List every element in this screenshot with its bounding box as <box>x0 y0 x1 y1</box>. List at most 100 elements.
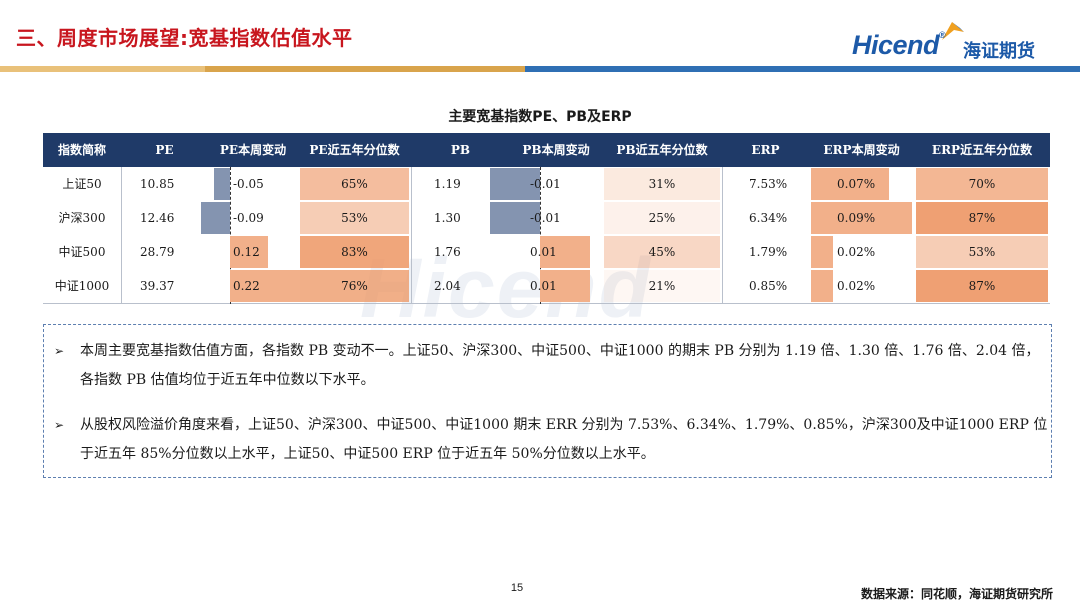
column-header-pe-pct: PE近五年分位数 <box>309 143 400 157</box>
cell-erp-pct: 53% <box>968 245 996 259</box>
column-header-pb-chg: PB本周变动 <box>522 143 590 157</box>
erp-chg-bar <box>811 202 912 234</box>
pe-pct-heat-cell <box>300 236 409 268</box>
cell-pe: 28.79 <box>140 245 175 259</box>
header-band-gold <box>205 66 525 72</box>
arrow-bullet-icon: ➢ <box>54 344 65 358</box>
hicend-logo: Hicend® 海证期货 <box>852 20 1062 66</box>
cell-pe-chg: 0.22 <box>233 279 260 293</box>
cell-name: 中证1000 <box>54 279 110 293</box>
cell-pb: 1.76 <box>434 245 461 259</box>
cell-name: 沪深300 <box>58 211 106 225</box>
table-bottom-border <box>43 303 1050 304</box>
table-row: 上证50 10.85 -0.05 65% 1.19 -0.01 31% 7.53% 0.07% 7… <box>43 167 1050 201</box>
pb-chg-bar <box>540 270 590 302</box>
arrow-bullet-icon: ➢ <box>54 418 65 432</box>
cell-pb: 1.19 <box>434 177 461 191</box>
header-band-blue <box>525 66 1080 72</box>
cell-pb-chg: 0.01 <box>530 245 557 259</box>
column-header-pe: PE <box>155 143 174 157</box>
cell-name: 中证500 <box>58 245 106 259</box>
logo-text: Hicend® <box>852 30 946 60</box>
erp-pct-heat-cell <box>916 202 1048 234</box>
cell-erp: 7.53% <box>749 177 788 191</box>
cell-name: 上证50 <box>62 177 102 191</box>
table-row: 沪深300 12.46 -0.09 53% 1.30 -0.01 25% 6.34% 0.09%… <box>43 201 1050 235</box>
column-header-erp-chg: ERP本周变动 <box>823 143 900 157</box>
column-header-pb-pct: PB近五年分位数 <box>616 143 708 157</box>
cell-erp-chg: 0.02% <box>837 279 876 293</box>
pe-chg-bar <box>230 236 269 268</box>
erp-chg-bar <box>811 168 890 200</box>
header-band-light-gold <box>0 66 205 72</box>
cell-pb-pct: 25% <box>648 211 676 225</box>
column-separator <box>121 167 122 304</box>
pb-pct-heat-cell <box>604 270 720 302</box>
cell-pb-chg: 0.01 <box>530 279 557 293</box>
cell-erp: 1.79% <box>749 245 788 259</box>
cell-pe: 10.85 <box>140 177 175 191</box>
table-header: 指数简称 PE PE本周变动 PE近五年分位数 PB PB本周变动 PB近五年分位数 ERP E… <box>43 133 1050 167</box>
cell-pb-pct: 21% <box>648 279 676 293</box>
cell-erp-pct: 87% <box>968 211 996 225</box>
cell-pe-pct: 53% <box>341 211 368 225</box>
note-text: 本周主要宽基指数估值方面，各指数 PB 变动不一。上证50、沪深300、中证50… <box>80 343 1040 388</box>
cell-pe-pct: 76% <box>341 279 368 293</box>
cell-pe-pct: 83% <box>341 245 368 259</box>
erp-pct-heat-cell <box>916 236 1048 268</box>
pe-pct-heat-cell <box>300 202 409 234</box>
table-title: 主要宽基指数PE、PB及ERP <box>448 109 632 125</box>
cell-pb-pct: 45% <box>648 245 676 259</box>
cell-erp-chg: 0.02% <box>837 245 876 259</box>
page-number: 15 <box>510 582 524 594</box>
notes-box: ➢ 本周主要宽基指数估值方面，各指数 PB 变动不一。上证50、沪深300、中证… <box>43 324 1052 478</box>
cell-pe: 39.37 <box>140 279 175 293</box>
erp-pct-heat-cell <box>916 270 1048 302</box>
pe-chg-bar <box>230 270 301 302</box>
logo-chinese-name: 海证期货 <box>963 41 1035 62</box>
column-separator <box>411 167 412 304</box>
cell-pe: 12.46 <box>140 211 175 225</box>
cell-erp-pct: 70% <box>968 177 996 191</box>
pe-chg-bar <box>201 202 230 234</box>
slide-title: 三、周度市场展望:宽基指数估值水平 <box>16 26 353 50</box>
cell-pb: 1.30 <box>434 211 461 225</box>
column-header-pb: PB <box>450 143 471 157</box>
pb-pct-heat-cell <box>604 202 720 234</box>
pe-chg-zero-line <box>230 167 231 304</box>
pb-chg-bar <box>490 202 540 234</box>
column-separator <box>722 167 723 304</box>
cell-erp-chg: 0.09% <box>837 211 876 225</box>
pe-pct-heat-cell <box>300 168 409 200</box>
cell-pe-chg: -0.05 <box>233 177 264 191</box>
column-header-erp: ERP <box>751 143 780 157</box>
pb-pct-heat-cell <box>604 168 720 200</box>
pb-chg-bar <box>490 168 540 200</box>
erp-chg-bar <box>811 236 834 268</box>
logo-swoosh-icon <box>942 22 964 40</box>
column-header-pe-chg: PE本周变动 <box>219 143 287 157</box>
cell-erp: 0.85% <box>749 279 788 293</box>
cell-pb-chg: -0.01 <box>530 177 561 191</box>
pe-pct-heat-cell <box>300 270 409 302</box>
pb-chg-zero-line <box>540 167 541 304</box>
pb-pct-heat-cell <box>604 236 720 268</box>
table-row: 中证1000 39.37 0.22 76% 2.04 0.01 21% 0.85% 0.02% 8… <box>43 269 1050 303</box>
column-header-name: 指数简称 <box>57 143 106 157</box>
valuation-table: 指数简称 PE PE本周变动 PE近五年分位数 PB PB本周变动 PB近五年分位数 ERP E… <box>43 133 1050 304</box>
cell-pb: 2.04 <box>434 279 461 293</box>
cell-erp: 6.34% <box>749 211 788 225</box>
cell-erp-chg: 0.07% <box>837 177 876 191</box>
cell-pb-chg: -0.01 <box>530 211 561 225</box>
note-text: 从股权风险溢价角度来看，上证50、沪深300、中证500、中证1000 期末 E… <box>80 417 1048 462</box>
data-source: 数据来源：同花顺，海证期货研究所 <box>860 587 1053 601</box>
pe-chg-bar <box>214 168 230 200</box>
pb-chg-bar <box>540 236 590 268</box>
table-row: 中证500 28.79 0.12 83% 1.76 0.01 45% 1.79% 0.02% 53… <box>43 235 1050 269</box>
erp-chg-bar <box>811 270 834 302</box>
cell-pb-pct: 31% <box>648 177 676 191</box>
cell-erp-pct: 87% <box>968 279 996 293</box>
cell-pe-pct: 65% <box>341 177 368 191</box>
erp-pct-heat-cell <box>916 168 1048 200</box>
cell-pe-chg: -0.09 <box>233 211 264 225</box>
